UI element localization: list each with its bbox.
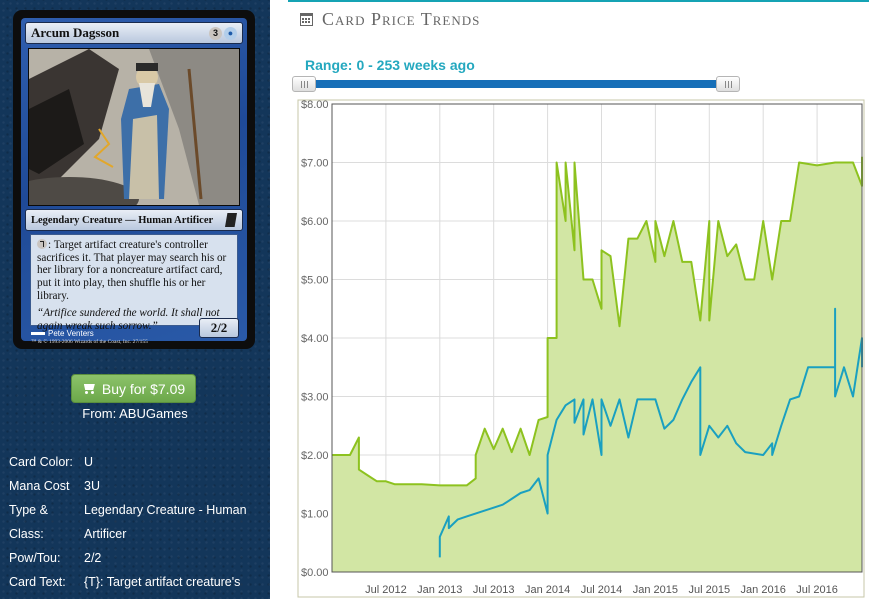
x-tick-label: Jul 2016 xyxy=(796,584,838,596)
card-type-line: Legendary Creature — Human Artificer xyxy=(31,214,214,226)
card-details: Card Color: U Mana Cost 3U Type & Class:… xyxy=(9,450,264,599)
mana-generic-icon: 3 xyxy=(209,26,222,40)
x-tick-label: Jan 2013 xyxy=(417,584,462,596)
detail-row-mana-cost: Mana Cost 3U xyxy=(9,474,264,498)
detail-value: U xyxy=(84,455,94,469)
detail-value: 3U xyxy=(84,479,100,493)
price-chart: $0.00 $1.00 $2.00 $3.00 $4.00 $5.00 $6.00 $7.00… xyxy=(296,98,866,599)
buy-button[interactable]: Buy for $7.09 xyxy=(71,374,196,403)
card-rules-text: : Target artifact creature's controller … xyxy=(37,239,231,302)
calendar-icon xyxy=(300,13,313,26)
y-tick-label: $2.00 xyxy=(301,450,329,462)
x-tick-label: Jul 2014 xyxy=(581,584,623,596)
y-tick-label: $3.00 xyxy=(301,392,329,404)
x-tick-label: Jul 2012 xyxy=(365,584,407,596)
range-slider[interactable] xyxy=(292,76,740,92)
card-title-bar: Arcum Dagsson 3 ● xyxy=(25,22,243,44)
detail-row-type: Type & Class: Legendary Creature - Human… xyxy=(9,498,264,546)
card-image: Arcum Dagsson 3 ● xyxy=(13,10,255,349)
detail-value: Legendary Creature - Human Artificer xyxy=(84,503,247,541)
detail-label: Pow/Tou: xyxy=(9,551,61,565)
y-tick-label: $7.00 xyxy=(301,158,329,170)
range-label: Range: 0 - 253 weeks ago xyxy=(305,57,475,73)
sidebar: Arcum Dagsson 3 ● xyxy=(0,0,270,599)
series-area-0 xyxy=(332,156,862,572)
y-tick-label: $8.00 xyxy=(301,99,329,111)
mana-blue-icon: ● xyxy=(224,26,237,40)
detail-value: 2/2 xyxy=(84,551,102,565)
range-prefix: Range: xyxy=(305,57,353,73)
detail-row-pow-tou: Pow/Tou: 2/2 xyxy=(9,546,264,570)
buy-button-label: Buy for $7.09 xyxy=(101,380,186,397)
y-tick-label: $0.00 xyxy=(301,567,329,579)
tap-symbol-icon xyxy=(37,239,47,249)
price-chart-svg: $0.00 $1.00 $2.00 $3.00 $4.00 $5.00 $6.00 $7.00… xyxy=(297,99,865,598)
panel-title-text: Card Price Trends xyxy=(322,9,481,29)
detail-label: Card Text: xyxy=(9,575,66,589)
card-copyright: ™ & © 1993-2006 Wizards of the Coast, In… xyxy=(31,339,148,345)
card-frame: Arcum Dagsson 3 ● xyxy=(21,18,247,345)
card-artist: Pete Venters xyxy=(31,329,94,338)
detail-value: {T}: Target artifact creature's controll… xyxy=(84,575,241,589)
series-line-1 xyxy=(438,307,863,558)
y-tick-label: $4.00 xyxy=(301,333,329,345)
range-slider-handle-start[interactable] xyxy=(292,76,316,92)
y-tick-label: $1.00 xyxy=(301,509,329,521)
series-line-0 xyxy=(332,156,863,487)
set-symbol-icon xyxy=(225,213,237,227)
detail-label: Card Color: xyxy=(9,455,73,469)
card-rules-text-content: : Target artifact creature's controller … xyxy=(37,239,227,302)
card-type-bar: Legendary Creature — Human Artificer xyxy=(25,209,243,231)
mana-cost: 3 ● xyxy=(209,26,237,40)
panel-top-rule xyxy=(288,0,869,2)
detail-label: Mana Cost xyxy=(9,479,70,493)
range-slider-handle-end[interactable] xyxy=(716,76,740,92)
vendor-label: From: ABUGames xyxy=(82,406,188,421)
plot-border xyxy=(331,103,863,573)
card-artwork xyxy=(28,48,240,206)
x-tick-label: Jul 2015 xyxy=(688,584,730,596)
y-tick-label: $6.00 xyxy=(301,216,329,228)
card-artwork-illustration xyxy=(29,49,239,205)
card-name: Arcum Dagsson xyxy=(31,25,120,40)
shopping-cart-icon xyxy=(82,383,96,394)
detail-row-card-text: Card Text: {T}: Target artifact creature… xyxy=(9,570,264,599)
x-tick-label: Jul 2013 xyxy=(473,584,515,596)
detail-row-color: Card Color: U xyxy=(9,450,264,474)
x-tick-label: Jan 2016 xyxy=(741,584,786,596)
range-value: 0 - 253 weeks ago xyxy=(356,57,475,73)
card-power-toughness: 2/2 xyxy=(199,318,239,338)
range-slider-track[interactable] xyxy=(300,80,732,88)
card-text-box: : Target artifact creature's controller … xyxy=(30,234,238,332)
x-tick-label: Jan 2014 xyxy=(525,584,570,596)
detail-label: Type & Class: xyxy=(9,503,48,541)
y-tick-label: $5.00 xyxy=(301,275,329,287)
panel-title: Card Price Trends xyxy=(300,9,480,30)
x-tick-label: Jan 2015 xyxy=(633,584,678,596)
